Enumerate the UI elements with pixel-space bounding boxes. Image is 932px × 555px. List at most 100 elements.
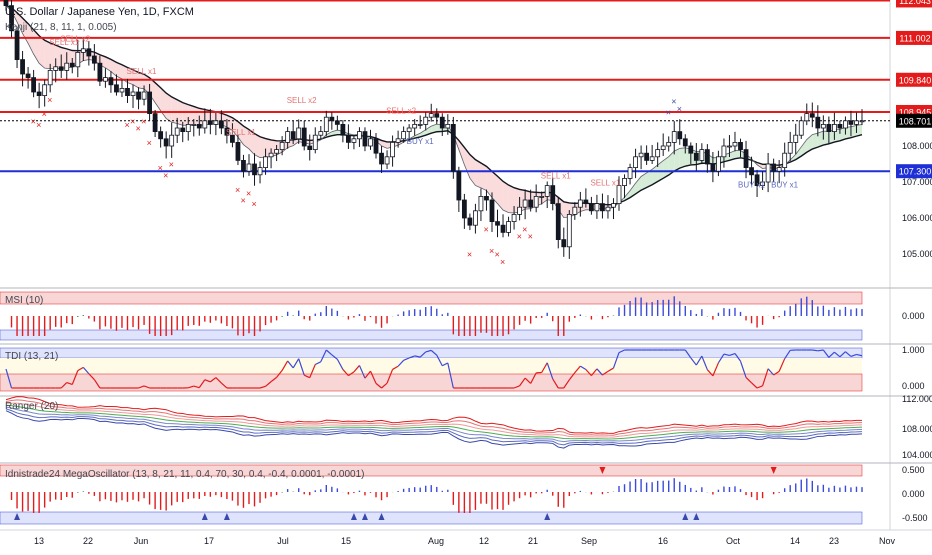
candle-body	[611, 204, 615, 208]
candle-body	[125, 88, 129, 95]
price-level-label-4: 108.701	[899, 116, 932, 126]
candle-body	[264, 157, 268, 168]
candle-body	[258, 168, 262, 175]
panel-tick: 0.500	[902, 465, 925, 475]
candle-body	[551, 186, 555, 204]
candle-body	[473, 211, 477, 225]
candle-body	[374, 139, 378, 153]
cloud-segment	[188, 105, 194, 125]
panel-tick: 0.000	[902, 489, 925, 499]
ranger-tick: 108.000	[902, 424, 932, 434]
candle-body	[137, 92, 141, 99]
candle-body	[678, 132, 682, 139]
sell-signal-label: SELL x1	[127, 67, 157, 76]
cloud-segment	[183, 103, 189, 126]
candle-body	[81, 49, 85, 53]
time-tick-12: 14	[790, 536, 800, 546]
price-level-label-5: 107.300	[899, 167, 932, 177]
candle-body	[744, 150, 748, 168]
tdi-upper-band	[0, 348, 862, 358]
cloud-segment	[172, 97, 178, 124]
candle-body	[777, 168, 781, 172]
candle-body	[308, 146, 312, 150]
candle-body	[142, 92, 146, 99]
candle-body	[391, 142, 395, 156]
cross-marker: ×	[495, 250, 500, 260]
candle-body	[131, 92, 135, 96]
mega-title: Idnistrade24 MegaOscillator (13, 8, 21, …	[5, 469, 364, 480]
candle-body	[661, 146, 665, 150]
candle-body	[253, 164, 257, 175]
candle-body	[821, 124, 825, 128]
lower-band	[0, 330, 862, 340]
candle-body	[451, 124, 455, 171]
candle-body	[418, 124, 422, 125]
candle-body	[595, 204, 599, 211]
candle-body	[484, 196, 488, 200]
candle-body	[197, 124, 201, 128]
price-tick-0: 105.000	[902, 249, 932, 259]
msi-panel[interactable]: 0.000	[0, 292, 925, 340]
cross-marker: ×	[489, 246, 494, 256]
candle-body	[181, 128, 185, 132]
candle-body	[402, 132, 406, 139]
cross-marker: ×	[235, 185, 240, 195]
cross-marker: ×	[483, 224, 488, 234]
candle-body	[120, 88, 124, 92]
cross-marker: ×	[31, 116, 36, 126]
candle-body	[70, 63, 74, 67]
candle-body	[170, 135, 174, 146]
ranger-title: Ranger (20)	[5, 401, 58, 412]
cloud-segment	[194, 106, 200, 125]
candle-body	[645, 153, 649, 160]
candle-body	[385, 157, 389, 164]
candle-body	[413, 124, 417, 128]
cross-marker: ×	[130, 116, 135, 126]
candle-body	[496, 222, 500, 226]
candle-body	[843, 121, 847, 128]
candle-body	[98, 63, 102, 81]
candle-body	[540, 196, 544, 197]
sell-signal-label: SELL x1	[541, 171, 571, 180]
cloud-segment	[680, 148, 686, 168]
panel-tick: 0.000	[902, 311, 925, 321]
candle-body	[518, 207, 522, 214]
candle-body	[407, 128, 411, 132]
candle-body	[600, 204, 604, 211]
price-level-labels: 112.043111.002109.840108.945108.701107.3…	[896, 0, 932, 178]
price-level-label-1: 111.002	[899, 33, 930, 43]
cross-marker: ×	[522, 224, 527, 234]
candle-body	[523, 200, 527, 207]
cloud-segment	[509, 185, 515, 213]
cross-marker: ×	[141, 116, 146, 126]
buy-cross-marker: ×	[677, 104, 682, 114]
cross-marker: ×	[252, 199, 257, 209]
cross-marker: ×	[136, 124, 141, 134]
candle-body	[634, 157, 638, 168]
candle-body	[783, 153, 787, 167]
time-tick-9: Sep	[581, 536, 597, 546]
candle-body	[573, 207, 577, 214]
candle-body	[827, 124, 831, 131]
candle-body	[208, 121, 212, 125]
price-tick-1: 106.000	[902, 213, 932, 223]
kenji-slow-line	[6, 6, 862, 205]
time-tick-0: 13	[34, 536, 44, 546]
candle-body	[832, 124, 836, 131]
ranger-band-0	[6, 397, 862, 434]
cross-marker: ×	[47, 95, 52, 105]
candle-body	[357, 132, 361, 139]
candle-body	[683, 139, 687, 146]
buy-cross-marker: ×	[666, 107, 671, 117]
buy-signal-label: BUY x1	[738, 180, 766, 189]
candle-body	[313, 135, 317, 149]
time-tick-6: Aug	[428, 536, 444, 546]
candle-body	[341, 124, 345, 135]
candle-body	[37, 92, 41, 96]
candle-body	[76, 52, 80, 66]
candle-body	[269, 153, 273, 157]
